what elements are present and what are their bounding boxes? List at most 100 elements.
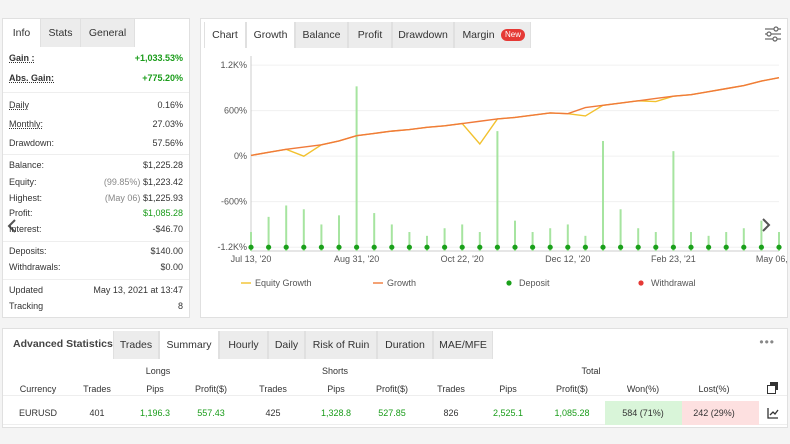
marker <box>582 244 588 250</box>
column-header: Trades <box>259 384 287 394</box>
tab[interactable]: General <box>81 19 135 47</box>
bar <box>443 228 446 251</box>
stat-value: -$46.70 <box>152 224 183 234</box>
separator <box>3 92 189 93</box>
tab[interactable]: Hourly <box>219 331 268 359</box>
copy-icon[interactable] <box>767 382 779 394</box>
tab[interactable]: Info <box>3 19 41 47</box>
stat-row: Drawdown: 57.56% <box>9 135 183 151</box>
tab[interactable]: Chart <box>204 22 246 48</box>
tab[interactable]: Balance <box>295 22 348 48</box>
stat-label: Gain : <box>9 53 35 63</box>
stat-value-box: 0.16% <box>157 97 183 113</box>
chart-icon[interactable] <box>767 407 779 419</box>
panel-title: Advanced Statistics <box>13 338 113 350</box>
marker <box>723 244 729 250</box>
x-tick-label: Jul 13, '20 <box>231 254 272 264</box>
column-header: Currency <box>19 384 57 394</box>
marker <box>653 244 659 250</box>
marker <box>565 244 571 250</box>
bar <box>725 232 728 251</box>
group-header: Shorts <box>321 366 349 376</box>
tab[interactable]: Duration <box>377 331 433 359</box>
bar <box>478 232 481 251</box>
column-header: Profit($) <box>194 384 228 394</box>
stat-value: $1,225.93 <box>142 193 183 203</box>
stat-value: $1,223.42 <box>142 177 183 187</box>
tab-label: Margin <box>462 29 495 41</box>
tab[interactable]: Growth <box>246 22 295 48</box>
y-tick-label: -600% <box>221 197 247 207</box>
stat-value: 0.16% <box>157 100 183 110</box>
stat-row: Deposits: $140.00 <box>9 243 183 259</box>
column-header: Trades <box>83 384 111 394</box>
tab-label: Chart <box>212 29 238 41</box>
next-arrow[interactable] <box>762 218 771 232</box>
stat-value-box: May 13, 2021 at 13:47 <box>93 282 183 298</box>
stat-row: Abs. Gain: +775.20% <box>9 70 183 86</box>
lost-bg <box>682 401 759 425</box>
stat-value-box: 57.56% <box>152 135 183 151</box>
tab[interactable]: MAE/MFE <box>433 331 493 359</box>
stat-row: Balance: $1,225.28 <box>9 157 183 173</box>
stat-label: Interest: <box>9 224 42 234</box>
stat-row: Monthly: 27.03% <box>9 116 183 132</box>
bar <box>373 213 376 251</box>
x-tick-label: Feb 23, '21 <box>651 254 696 264</box>
column-header: Trades <box>437 384 465 394</box>
marker <box>459 244 465 250</box>
x-tick-label: May 06, '21 <box>756 254 787 264</box>
bar <box>320 224 323 251</box>
marker <box>547 244 553 250</box>
tab[interactable]: Risk of Ruin <box>305 331 377 359</box>
bar <box>742 228 745 251</box>
legend-swatch <box>506 280 512 286</box>
tab[interactable]: Summary <box>159 331 219 359</box>
marker <box>758 244 765 250</box>
prev-arrow[interactable] <box>7 219 17 233</box>
tab[interactable]: Profit <box>348 22 392 48</box>
stat-value: $0.00 <box>160 262 183 272</box>
stat-value-box: $0.00 <box>160 259 183 275</box>
marker <box>706 244 712 250</box>
stat-value-box: $1,225.28 <box>143 157 183 173</box>
bar <box>619 209 622 251</box>
y-tick-label: 0% <box>234 151 247 161</box>
bar <box>707 235 710 251</box>
stat-value-box: +1,033.53% <box>135 50 183 66</box>
tab[interactable]: Daily <box>268 331 305 359</box>
tab[interactable]: Drawdown <box>392 22 454 48</box>
bar <box>338 215 340 251</box>
marker <box>318 244 324 250</box>
bar <box>760 220 763 251</box>
stat-label: Highest: <box>9 193 43 203</box>
bar <box>408 232 411 251</box>
table-cell: 826 <box>443 408 459 418</box>
bar <box>355 86 358 252</box>
tab-label: Growth <box>253 29 288 41</box>
marker <box>336 244 342 250</box>
marker <box>776 244 782 250</box>
stat-value: +775.20% <box>142 73 183 83</box>
bar <box>637 228 640 251</box>
separator <box>3 395 787 396</box>
more-menu[interactable]: ••• <box>759 335 775 349</box>
bar <box>250 232 252 251</box>
table-cell: 557.43 <box>197 408 225 418</box>
tab[interactable]: Stats <box>41 19 81 47</box>
stat-value: May 13, 2021 at 13:47 <box>93 285 183 295</box>
stat-row: Withdrawals: $0.00 <box>9 259 183 275</box>
stat-label: Balance: <box>9 160 45 170</box>
bar <box>549 228 552 251</box>
tab[interactable]: Trades <box>113 331 159 359</box>
stat-value-box: -$46.70 <box>152 221 183 237</box>
bar <box>302 209 305 251</box>
stat-row: Daily 0.16% <box>9 97 183 113</box>
settings-icon[interactable] <box>765 26 781 42</box>
stat-row: Highest: (May 06) $1,225.93 <box>9 190 183 206</box>
stat-row: Tracking 8 <box>9 298 183 314</box>
stats-panel: ••• Advanced Statistics Trades Summary Hour… <box>2 328 788 428</box>
tab-label: Profit <box>357 29 383 41</box>
legend-label: Equity Growth <box>255 278 312 288</box>
column-header: Pips <box>499 384 517 394</box>
